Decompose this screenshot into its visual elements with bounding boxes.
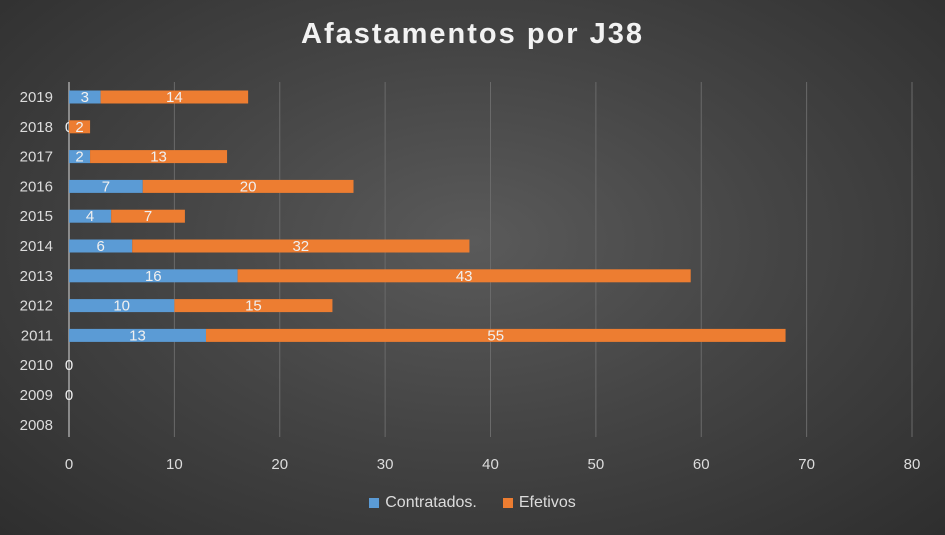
data-label: 2 xyxy=(75,119,83,136)
data-label: 6 xyxy=(96,238,104,255)
data-label: 4 xyxy=(86,208,94,225)
y-tick-label: 2011 xyxy=(21,327,53,344)
bar xyxy=(174,299,333,313)
data-label: 7 xyxy=(102,178,110,195)
legend-label: Efetivos xyxy=(518,494,576,511)
bar xyxy=(205,328,786,342)
y-tick-label: 2013 xyxy=(20,268,53,285)
data-label: 32 xyxy=(292,238,309,255)
data-label: 0 xyxy=(65,387,73,404)
bar xyxy=(69,150,91,164)
x-tick-label: 80 xyxy=(904,456,921,473)
bar xyxy=(237,269,691,283)
y-tick-label: 2014 xyxy=(20,238,53,255)
bar xyxy=(69,120,91,134)
data-label: 2 xyxy=(75,149,83,166)
data-label: 3 xyxy=(81,89,89,106)
data-label: 16 xyxy=(145,268,162,285)
y-tick-label: 2008 xyxy=(20,417,53,434)
legend-item: Contratados. xyxy=(369,494,477,512)
data-label: 55 xyxy=(487,327,504,344)
y-tick-label: 2015 xyxy=(20,208,53,225)
data-label: 7 xyxy=(144,208,152,225)
legend-swatch xyxy=(369,498,380,508)
legend-swatch xyxy=(502,498,513,508)
x-tick-label: 0 xyxy=(65,456,73,473)
bar xyxy=(69,179,143,193)
x-tick-label: 30 xyxy=(377,456,394,473)
y-tick-label: 2018 xyxy=(20,119,53,136)
data-label: 13 xyxy=(129,327,146,344)
chart-title: Afastamentos por J38 xyxy=(301,18,644,50)
legend-label: Contratados. xyxy=(385,494,477,511)
data-label: 10 xyxy=(113,298,130,315)
bar xyxy=(69,269,238,283)
y-tick-label: 2009 xyxy=(20,387,53,404)
x-tick-label: 50 xyxy=(588,456,605,473)
x-tick-label: 60 xyxy=(693,456,710,473)
x-tick-label: 10 xyxy=(166,456,183,473)
bar xyxy=(100,90,249,104)
bar xyxy=(69,239,133,253)
bar xyxy=(69,299,175,313)
bar xyxy=(132,239,470,253)
data-label: 15 xyxy=(245,298,262,315)
data-label: 0 xyxy=(65,357,73,374)
y-tick-label: 2012 xyxy=(20,298,53,315)
y-tick-label: 2010 xyxy=(20,357,53,374)
y-tick-label: 2019 xyxy=(20,89,53,106)
bar xyxy=(69,209,112,223)
x-tick-label: 20 xyxy=(271,456,288,473)
chart-legend: Contratados. Efetivos xyxy=(0,494,945,512)
data-label: 20 xyxy=(240,178,257,195)
bar xyxy=(69,328,206,342)
data-label: 13 xyxy=(150,149,167,166)
data-label: 14 xyxy=(166,89,183,106)
x-tick-label: 70 xyxy=(798,456,815,473)
bar xyxy=(111,209,185,223)
bar xyxy=(69,90,101,104)
y-tick-label: 2016 xyxy=(20,178,53,195)
legend-item: Efetivos xyxy=(502,494,576,512)
bar xyxy=(142,179,354,193)
bar xyxy=(90,150,228,164)
data-label: 43 xyxy=(456,268,473,285)
x-tick-label: 40 xyxy=(482,456,499,473)
y-tick-label: 2017 xyxy=(20,149,53,166)
